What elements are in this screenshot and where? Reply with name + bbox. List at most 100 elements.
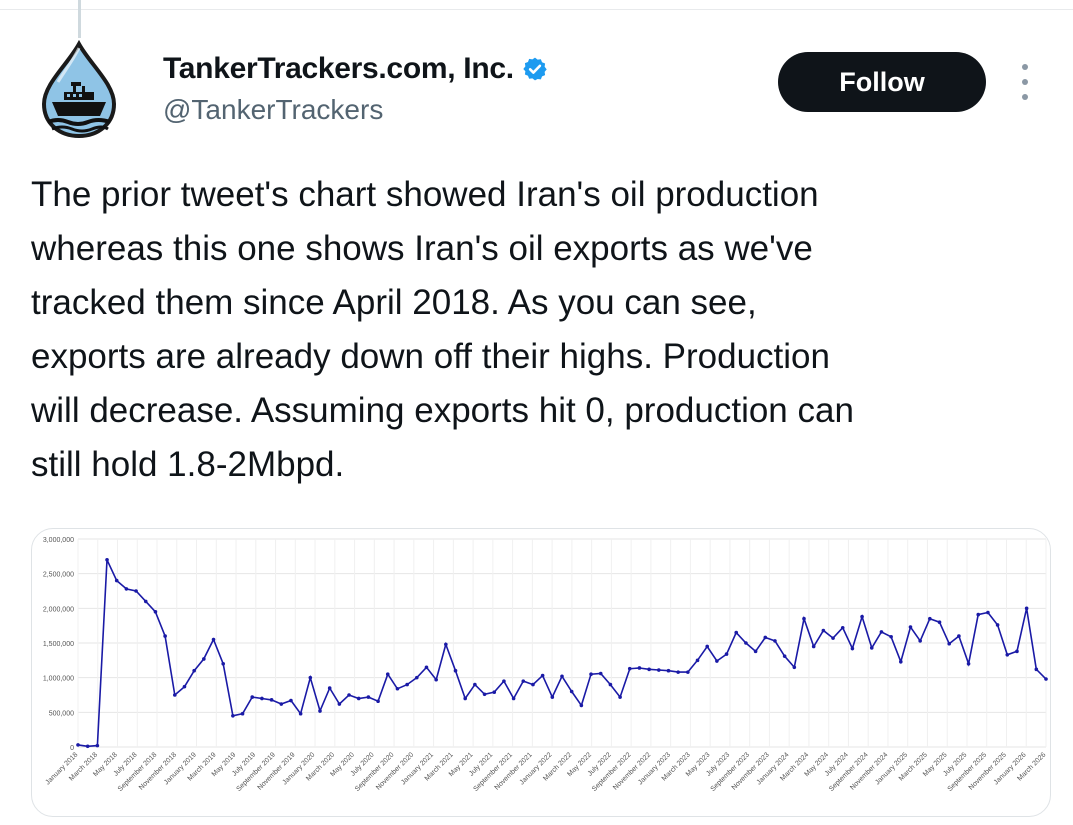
data-point <box>473 682 477 687</box>
data-point <box>1015 649 1019 654</box>
y-tick-label: 1,500,000 <box>43 641 74 648</box>
data-point <box>598 671 603 676</box>
data-point <box>937 620 942 624</box>
author-handle[interactable]: @TankerTrackers <box>163 94 384 125</box>
avatar[interactable] <box>38 39 120 139</box>
data-point <box>879 630 884 634</box>
data-point <box>221 662 225 666</box>
data-point <box>114 578 119 583</box>
series-line <box>77 559 1047 748</box>
y-tick-label: 1,000,000 <box>43 676 74 683</box>
data-point <box>579 703 584 708</box>
data-point <box>415 675 419 680</box>
data-point <box>618 695 622 699</box>
data-point <box>376 699 380 704</box>
verified-badge-icon <box>523 57 547 81</box>
data-point <box>250 695 255 699</box>
data-point <box>569 689 574 694</box>
data-point <box>1034 667 1039 672</box>
data-point <box>705 644 709 649</box>
data-point <box>821 628 826 633</box>
data-point <box>240 711 245 716</box>
data-point <box>744 641 748 645</box>
data-point <box>889 634 893 639</box>
data-point <box>918 639 922 643</box>
oil-drop-tanker-logo-icon <box>41 39 117 139</box>
data-point <box>173 693 177 697</box>
data-point <box>782 654 787 658</box>
data-point <box>1005 652 1010 657</box>
more-dots-vertical-icon[interactable] <box>1014 64 1036 100</box>
data-point <box>105 558 109 562</box>
data-point <box>163 634 167 638</box>
data-point <box>347 693 351 697</box>
data-point <box>395 686 400 691</box>
data-point <box>647 667 651 672</box>
data-point <box>860 614 864 619</box>
data-point <box>666 668 671 673</box>
data-point <box>734 630 739 635</box>
data-point <box>356 696 361 701</box>
data-point <box>444 642 448 647</box>
data-point <box>434 677 438 682</box>
data-point <box>424 665 429 670</box>
author-name-row[interactable]: TankerTrackers.com, Inc. <box>163 52 548 86</box>
data-point <box>763 635 768 640</box>
data-point <box>153 610 158 614</box>
data-point <box>550 695 555 699</box>
chart-grid <box>77 538 1047 748</box>
export-line-chart: 0 500,000 1,000,000 1,500,000 2,000,000 2,500… <box>43 537 1048 793</box>
tweet-media-chart[interactable]: 0 500,000 1,000,000 1,500,000 2,000,000 2,500… <box>31 528 1051 817</box>
data-point <box>298 711 303 716</box>
data-point <box>560 674 564 679</box>
data-point <box>608 682 613 687</box>
data-point <box>627 666 632 671</box>
data-point <box>1044 677 1048 681</box>
data-point <box>869 646 874 650</box>
y-tick-label: 2,000,000 <box>43 606 74 613</box>
data-point <box>657 668 661 672</box>
data-point <box>966 662 971 666</box>
data-point <box>182 684 187 689</box>
display-name[interactable]: TankerTrackers.com, Inc. <box>163 52 514 85</box>
data-point <box>995 623 1000 627</box>
y-tick-label: 0 <box>70 745 74 752</box>
data-point <box>192 668 196 673</box>
data-point <box>211 637 216 642</box>
data-point <box>76 743 80 747</box>
dot <box>1022 79 1028 85</box>
data-point <box>724 652 729 656</box>
data-point <box>337 702 342 706</box>
data-point <box>976 612 981 617</box>
data-point <box>928 616 932 621</box>
data-point <box>269 698 274 702</box>
data-point <box>715 659 719 663</box>
data-point <box>1024 606 1029 611</box>
y-tick-label: 500,000 <box>49 710 74 717</box>
data-point <box>327 686 332 690</box>
follow-button[interactable]: Follow <box>778 52 986 112</box>
data-point <box>947 641 951 646</box>
data-point <box>753 649 758 654</box>
data-point <box>85 744 90 749</box>
dot <box>1022 64 1028 70</box>
data-point <box>95 743 100 748</box>
data-point <box>850 646 855 651</box>
y-axis-ticks: 0 500,000 1,000,000 1,500,000 2,000,000 2,500… <box>43 537 74 752</box>
data-point <box>279 702 284 706</box>
data-point <box>686 670 690 674</box>
data-point <box>521 679 526 683</box>
data-point <box>134 589 138 593</box>
data-point <box>482 692 487 697</box>
data-point <box>802 616 806 621</box>
thread-connector-line <box>78 0 81 38</box>
data-point <box>231 714 235 718</box>
data-point <box>957 634 961 638</box>
data-point <box>773 639 777 643</box>
data-point <box>492 690 497 695</box>
data-point <box>502 679 506 683</box>
data-point <box>260 696 264 701</box>
data-point <box>676 670 680 674</box>
data-point <box>143 599 148 604</box>
